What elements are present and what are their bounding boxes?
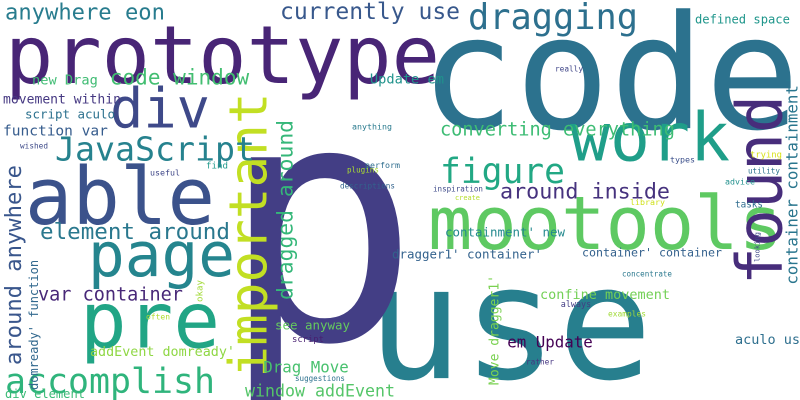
word-looking: looking <box>752 232 762 262</box>
word-aculo-us: aculo us <box>735 331 800 348</box>
word-container-container: container' container <box>582 245 722 260</box>
word-element-around: element around <box>40 219 230 246</box>
word-utility: utility <box>748 166 780 176</box>
word-new-drag: new Drag <box>32 72 98 89</box>
word-currently-use: currently use <box>280 0 461 25</box>
word-anything: anything <box>352 121 392 132</box>
word-anywhere-eon: anywhere eon <box>5 0 165 26</box>
word-often: often <box>146 312 170 322</box>
word-page: page <box>88 220 235 291</box>
word-confine-movement: confine movement <box>540 286 671 303</box>
word-containment-new: containment' new <box>445 224 565 240</box>
word-advice: advice <box>725 176 755 187</box>
word-types: types <box>670 154 695 165</box>
word-rather: rather <box>526 357 554 367</box>
word-examples: examples <box>608 309 646 319</box>
word-useful: useful <box>150 167 180 178</box>
word-move-dragger1: Move dragger1' <box>487 275 503 385</box>
word-dragged-around: dragged around <box>273 119 299 300</box>
word-prototype: prototype <box>5 7 440 102</box>
word-concentrate: concentrate <box>622 269 672 279</box>
word-defined-space: defined space <box>695 12 790 27</box>
word-converting-everything: converting everything <box>440 119 675 141</box>
word-around-inside: around inside <box>500 179 670 205</box>
word-work: work <box>570 98 730 177</box>
word-code-window: code window <box>109 64 250 90</box>
word-around-anywhere: around anywhere <box>0 165 27 365</box>
word-see-anyway: see anyway <box>275 317 350 333</box>
word-library: library <box>630 196 665 207</box>
word-div: div <box>110 77 210 142</box>
word-create: create <box>455 194 480 202</box>
word-p: p <box>220 31 421 400</box>
word-tasks: tasks <box>735 199 763 211</box>
word-window-addevent: window addEvent <box>245 381 395 400</box>
word-script: script <box>292 335 324 346</box>
word-find: find <box>206 161 228 172</box>
word-really: really <box>555 64 583 74</box>
word-var-container: var container <box>38 284 183 306</box>
word-able: able <box>24 151 216 243</box>
word-okay: okay <box>195 280 206 302</box>
word-perform: perform <box>365 159 400 170</box>
word-script-aculo: script aculo <box>25 106 115 122</box>
word-wished: wished <box>20 141 48 151</box>
word-always: always <box>560 298 592 309</box>
word-descriptions: descriptions <box>340 181 395 191</box>
word-code: code <box>420 0 800 167</box>
word-div-element: div element <box>5 387 85 400</box>
word-suggestions: suggestions <box>295 374 345 384</box>
word-mootools: mootools <box>428 182 783 268</box>
word-movement-within: movement within <box>3 92 121 108</box>
word-drag-move: Drag Move <box>263 357 349 377</box>
word-domready-function: domready' function <box>27 259 41 390</box>
word-plugins: plugins <box>347 165 379 175</box>
word-trying: trying <box>750 150 782 161</box>
word-inspiration: inspiration <box>433 184 483 194</box>
word-javascript: JavaScript <box>55 129 255 169</box>
word-pre: pre <box>80 276 220 367</box>
word-addevent-domready: addEvent domready' <box>90 344 235 360</box>
word-dragging: dragging <box>468 0 639 38</box>
word-use: use <box>367 232 653 400</box>
word-accomplish: accomplish <box>5 362 215 400</box>
word-figure: figure <box>440 152 565 193</box>
word-update-em: Update em <box>369 71 444 88</box>
word-em-update: em Update <box>507 332 593 352</box>
word-dragger1-container: dragger1' container' <box>392 246 542 262</box>
word-container-containment: container containment' <box>782 75 800 285</box>
word-function-var: function var <box>3 123 108 140</box>
